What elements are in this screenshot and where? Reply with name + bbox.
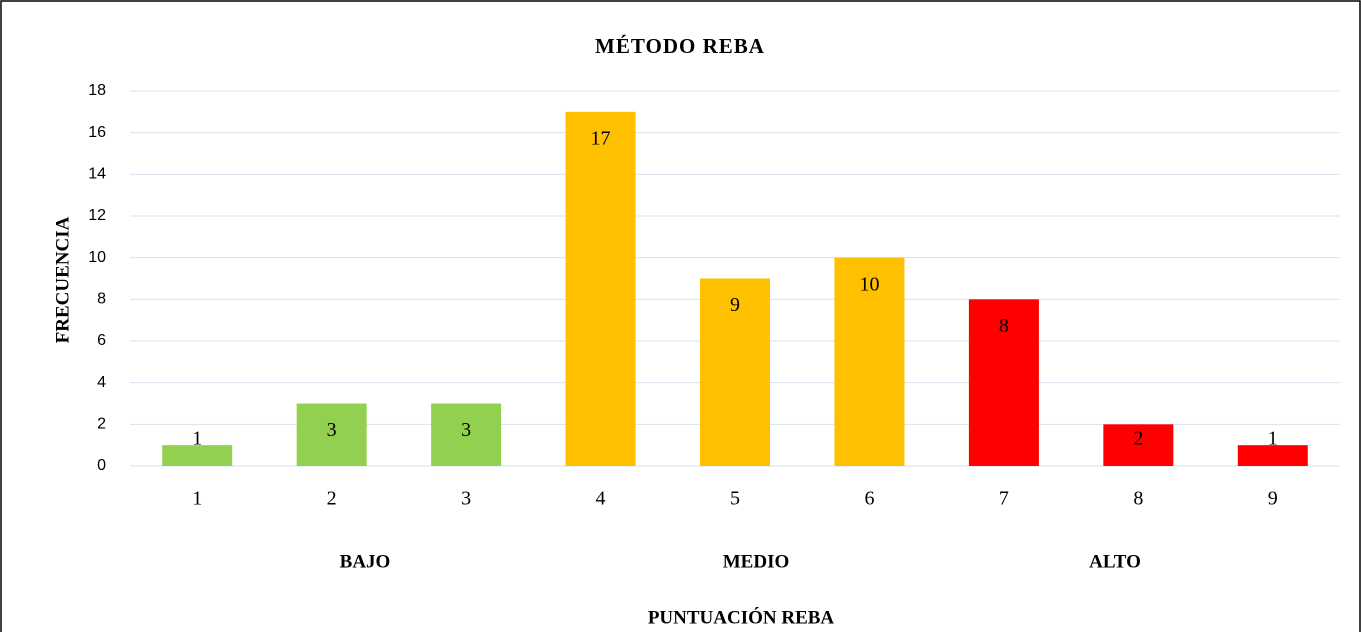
x-tick-label: 6	[864, 488, 874, 510]
data-label: 10	[859, 273, 879, 295]
data-label: 2	[1133, 428, 1143, 450]
y-tick-label: 10	[88, 249, 106, 266]
y-tick-label: 14	[88, 166, 106, 183]
data-label: 8	[999, 315, 1009, 337]
bar	[700, 278, 770, 466]
x-tick-label: 1	[192, 488, 202, 510]
y-tick-label: 4	[97, 374, 106, 391]
x-tick-label: 2	[327, 488, 337, 510]
data-label: 9	[730, 294, 740, 316]
y-tick-label: 16	[88, 124, 106, 141]
bar	[968, 299, 1039, 466]
y-tick-label: 18	[88, 82, 106, 99]
chart-title: MÉTODO REBA	[595, 34, 765, 58]
x-tick-label: 9	[1268, 488, 1278, 510]
y-tick-label: 8	[97, 291, 106, 308]
x-axis-label: PUNTUACIÓN REBA	[648, 606, 835, 628]
data-label: 17	[591, 127, 611, 149]
x-tick-label: 5	[730, 488, 740, 510]
data-label: 1	[1268, 428, 1278, 450]
x-tick-label: 7	[999, 488, 1009, 510]
bar	[296, 403, 367, 466]
y-tick-label: 6	[97, 332, 106, 349]
data-label: 3	[461, 419, 471, 441]
y-axis-label: FRECUENCIA	[52, 216, 73, 343]
y-tick-label: 12	[88, 207, 106, 224]
bar	[162, 445, 233, 466]
group-label: BAJO	[340, 551, 391, 572]
bar	[565, 111, 636, 466]
x-tick-label: 4	[596, 488, 606, 510]
group-label: ALTO	[1089, 551, 1141, 572]
bar	[834, 257, 905, 466]
bar	[1103, 424, 1174, 466]
bar	[431, 403, 502, 466]
y-tick-label: 2	[97, 416, 106, 433]
data-label: 1	[192, 428, 202, 450]
y-tick-label: 0	[97, 457, 106, 474]
data-label: 3	[327, 419, 337, 441]
x-tick-label: 8	[1133, 488, 1143, 510]
x-tick-label: 3	[461, 488, 471, 510]
group-label: MEDIO	[723, 551, 790, 572]
bar	[1237, 445, 1308, 466]
